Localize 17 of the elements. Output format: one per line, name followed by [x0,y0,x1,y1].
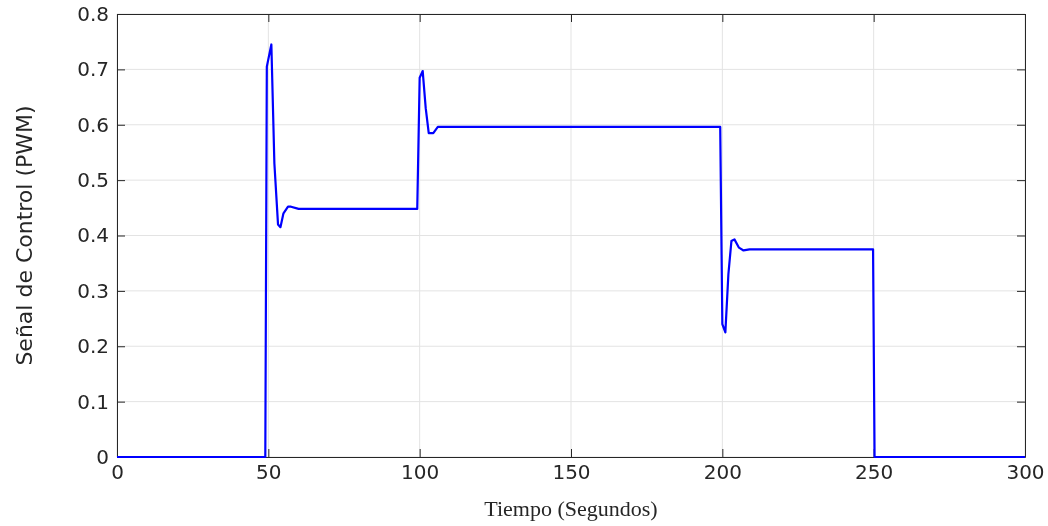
x-axis-title: Tiempo (Segundos) [484,496,658,521]
x-tick-label: 300 [1006,460,1045,485]
y-tick-label: 0.5 [77,168,109,193]
y-tick-label: 0.1 [77,389,109,414]
x-tick-label: 50 [256,460,282,485]
x-tick-label: 250 [855,460,894,485]
x-tick-label: 150 [552,460,591,485]
y-tick-label: 0.6 [77,112,109,137]
x-tick-label: 200 [703,460,742,485]
x-tick-label: 100 [401,460,440,485]
y-tick-label: 0.7 [77,57,109,82]
y-tick-label: 0.8 [77,1,109,26]
y-tick-label: 0.3 [77,278,109,303]
y-axis-title: Señal de Control (PWM) [12,105,37,366]
y-tick-label: 0.4 [77,223,109,248]
y-tick-label: 0.2 [77,334,109,359]
y-tick-label: 0 [96,444,109,469]
